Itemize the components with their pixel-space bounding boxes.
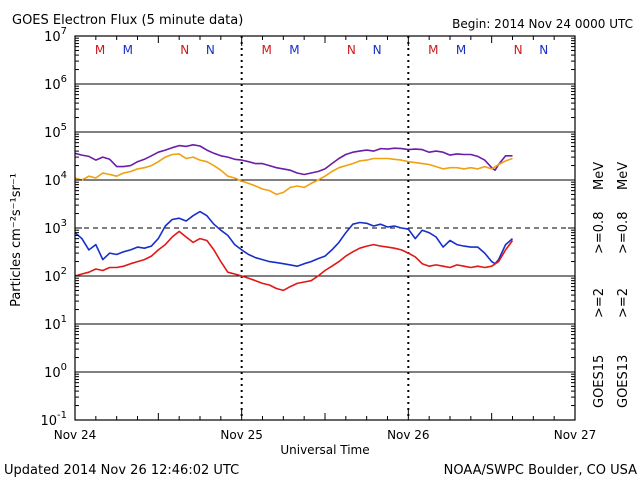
marker-label: M xyxy=(123,43,133,57)
y-tick-label: 103 xyxy=(44,218,67,237)
updated-timestamp: Updated 2014 Nov 26 12:46:02 UTC xyxy=(4,463,239,478)
marker-label: M xyxy=(261,43,271,57)
marker-label: N xyxy=(347,43,356,57)
legend-goes13-ge2: >=2 xyxy=(616,288,631,318)
x-tick-label: Nov 27 xyxy=(554,428,597,442)
marker-label: N xyxy=(206,43,215,57)
y-tick-labels: 10-1 100 101 102 103 104 105 106 107 xyxy=(40,26,575,429)
data-source-credit: NOAA/SWPC Boulder, CO USA xyxy=(444,463,637,478)
x-tick-label: Nov 24 xyxy=(54,428,97,442)
y-tick-label: 107 xyxy=(44,26,67,45)
marker-label: N xyxy=(539,43,548,57)
chart-title: GOES Electron Flux (5 minute data) xyxy=(12,13,243,28)
y-tick-label: 10-1 xyxy=(40,410,67,429)
series-line xyxy=(74,153,513,196)
legend-goes13-ge08: >=0.8 xyxy=(616,212,631,254)
y-axis-label: Particles cm⁻²s⁻¹sr⁻¹ xyxy=(9,173,24,307)
marker-label: M xyxy=(428,43,438,57)
series-line xyxy=(74,144,513,176)
x-tick-labels: Nov 24 Nov 25 Nov 26 Nov 27 xyxy=(54,36,597,442)
y-tick-label: 105 xyxy=(44,122,67,141)
x-tick-label: Nov 26 xyxy=(387,428,430,442)
y-tick-label: 106 xyxy=(44,74,67,93)
x-axis-label: Universal Time xyxy=(280,443,369,457)
legend-unit-bottom: MeV xyxy=(616,162,631,190)
series-lines xyxy=(74,144,514,292)
marker-label: N xyxy=(180,43,189,57)
marker-label: N xyxy=(514,43,523,57)
y-tick-label: 100 xyxy=(44,362,67,381)
legend: GOES15 GOES13 >=2 >=2 >=0.8 >=0.8 MeV Me… xyxy=(592,162,631,408)
marker-label: M xyxy=(456,43,466,57)
legend-goes15: GOES15 xyxy=(592,355,607,408)
legend-goes15-ge2: >=2 xyxy=(592,288,607,318)
y-tick-label: 104 xyxy=(44,170,67,189)
y-tick-label: 101 xyxy=(44,314,67,333)
x-tick-label: Nov 25 xyxy=(220,428,263,442)
marker-label: M xyxy=(95,43,105,57)
legend-unit-top: MeV xyxy=(592,162,607,190)
marker-label: M xyxy=(289,43,299,57)
y-tick-label: 102 xyxy=(44,266,67,285)
marker-label: N xyxy=(373,43,382,57)
begin-time: Begin: 2014 Nov 24 0000 UTC xyxy=(452,17,633,31)
series-line xyxy=(74,230,514,292)
day-boundary-ticks xyxy=(240,36,410,420)
legend-goes13: GOES13 xyxy=(616,355,631,408)
series-line xyxy=(74,210,514,268)
legend-goes15-ge08: >=0.8 xyxy=(592,212,607,254)
grid-lines xyxy=(75,83,575,373)
